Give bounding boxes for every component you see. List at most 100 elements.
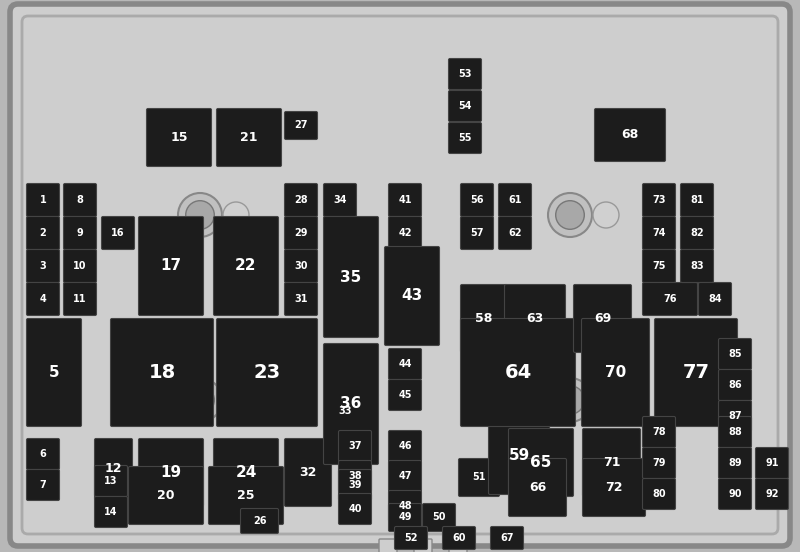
FancyBboxPatch shape [285,112,318,140]
Text: 21: 21 [240,131,258,144]
Text: 17: 17 [161,258,182,273]
FancyBboxPatch shape [389,348,422,380]
FancyBboxPatch shape [461,284,507,353]
FancyBboxPatch shape [681,250,714,283]
FancyBboxPatch shape [505,284,566,353]
FancyBboxPatch shape [26,216,59,250]
FancyBboxPatch shape [642,250,675,283]
FancyBboxPatch shape [389,491,422,522]
Circle shape [223,202,249,228]
Text: 75: 75 [652,261,666,271]
Text: 2: 2 [40,228,46,238]
FancyBboxPatch shape [718,369,751,401]
Text: 58: 58 [475,312,493,325]
FancyBboxPatch shape [642,283,698,316]
Text: 53: 53 [458,69,472,79]
FancyBboxPatch shape [490,527,523,549]
Text: 70: 70 [605,365,626,380]
Circle shape [178,193,222,237]
Text: 83: 83 [690,261,704,271]
FancyBboxPatch shape [323,343,378,464]
FancyBboxPatch shape [338,493,371,524]
FancyBboxPatch shape [755,479,789,509]
Text: 84: 84 [708,294,722,304]
Text: 3: 3 [40,261,46,271]
FancyBboxPatch shape [323,183,357,216]
FancyBboxPatch shape [214,438,278,507]
Text: 42: 42 [398,228,412,238]
FancyBboxPatch shape [285,216,318,250]
Text: 1: 1 [40,195,46,205]
Text: 87: 87 [728,411,742,421]
FancyBboxPatch shape [582,459,646,517]
FancyBboxPatch shape [285,183,318,216]
FancyBboxPatch shape [498,183,531,216]
FancyBboxPatch shape [285,438,331,507]
Circle shape [593,202,619,228]
FancyBboxPatch shape [642,216,675,250]
Text: 6: 6 [40,449,46,459]
Text: 64: 64 [504,363,532,382]
Text: 34: 34 [334,195,346,205]
Text: 25: 25 [238,489,254,502]
FancyBboxPatch shape [26,319,82,427]
FancyBboxPatch shape [654,319,738,427]
Text: 52: 52 [404,533,418,543]
FancyBboxPatch shape [63,183,97,216]
FancyBboxPatch shape [461,319,575,427]
FancyBboxPatch shape [449,91,482,121]
Circle shape [548,193,592,237]
Text: 13: 13 [104,476,118,486]
FancyBboxPatch shape [458,459,499,496]
Text: 80: 80 [652,489,666,499]
Text: 40: 40 [348,504,362,514]
Circle shape [556,201,584,229]
Text: 57: 57 [470,228,484,238]
Text: 38: 38 [348,471,362,481]
FancyBboxPatch shape [681,183,714,216]
Text: 56: 56 [470,195,484,205]
Circle shape [186,201,214,229]
Circle shape [548,378,592,422]
Text: 46: 46 [398,441,412,451]
FancyBboxPatch shape [26,183,59,216]
FancyBboxPatch shape [582,319,650,427]
FancyBboxPatch shape [285,283,318,316]
FancyBboxPatch shape [241,508,278,533]
Text: 50: 50 [432,512,446,523]
Text: 23: 23 [254,363,281,382]
Text: 41: 41 [398,195,412,205]
Text: 72: 72 [606,481,622,494]
Text: 86: 86 [728,380,742,390]
Text: 9: 9 [77,228,83,238]
Text: 92: 92 [766,489,778,499]
FancyBboxPatch shape [94,465,127,496]
Text: 14: 14 [104,507,118,517]
FancyBboxPatch shape [379,539,397,552]
FancyBboxPatch shape [323,216,378,337]
Text: 31: 31 [294,294,308,304]
Text: 39: 39 [348,480,362,490]
FancyBboxPatch shape [642,417,675,448]
FancyBboxPatch shape [329,395,362,427]
FancyBboxPatch shape [129,466,203,524]
Circle shape [593,387,619,413]
Text: 19: 19 [161,465,182,480]
Text: 69: 69 [594,312,611,325]
Text: 22: 22 [235,258,257,273]
FancyBboxPatch shape [217,319,318,427]
Text: 29: 29 [294,228,308,238]
FancyBboxPatch shape [94,496,127,528]
FancyBboxPatch shape [718,401,751,432]
FancyBboxPatch shape [449,539,467,552]
FancyBboxPatch shape [26,470,59,501]
FancyBboxPatch shape [414,539,432,552]
Text: 35: 35 [340,269,362,284]
Text: 67: 67 [500,533,514,543]
FancyBboxPatch shape [209,466,283,524]
FancyBboxPatch shape [642,183,675,216]
FancyBboxPatch shape [389,503,422,532]
FancyBboxPatch shape [10,4,790,546]
FancyBboxPatch shape [718,448,751,479]
FancyBboxPatch shape [146,109,211,167]
